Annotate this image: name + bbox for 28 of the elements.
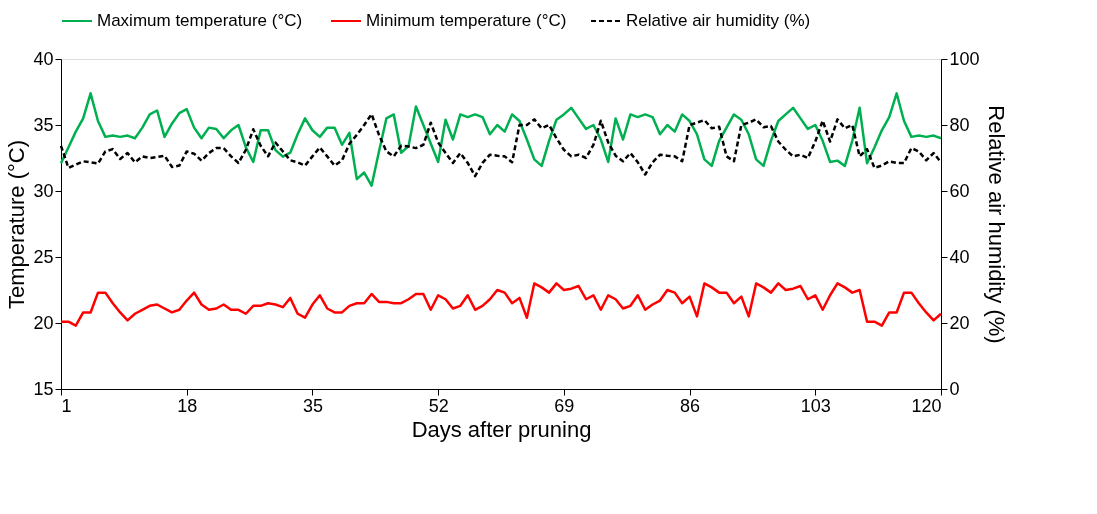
legend-label: Minimum temperature (°C) xyxy=(366,11,567,30)
y-tick-label: 25 xyxy=(33,246,54,267)
y2-tick-label: 40 xyxy=(949,246,970,267)
line-series xyxy=(59,92,943,187)
y2-tick-label: 20 xyxy=(949,312,970,333)
x-tick-label: 1 xyxy=(61,395,72,416)
x-tick-label: 52 xyxy=(428,395,449,416)
x-tick-label: 18 xyxy=(177,395,198,416)
y2-tick-label: 60 xyxy=(949,180,970,201)
y-tick-label: 30 xyxy=(33,180,54,201)
y-tick-label: 20 xyxy=(33,312,54,333)
y-axis-title: Temperature (°C) xyxy=(4,140,30,309)
y2-axis-title: Relative air humidity (%) xyxy=(983,105,1009,344)
x-tick-label: 35 xyxy=(302,395,323,416)
y-tick-label: 35 xyxy=(33,114,54,135)
legend-label: Maximum temperature (°C) xyxy=(97,11,303,30)
x-tick-label: 103 xyxy=(800,395,831,416)
y-tick-label: 40 xyxy=(33,48,54,69)
x-tick-label: 120 xyxy=(911,395,942,416)
x-axis-title: Days after pruning xyxy=(411,416,592,442)
legend-label: Relative air humidity (%) xyxy=(626,11,811,30)
x-tick-label: 86 xyxy=(680,395,701,416)
line-series xyxy=(59,282,943,327)
y2-tick-label: 100 xyxy=(949,48,980,69)
y-tick-label: 15 xyxy=(33,378,54,399)
x-tick-label: 69 xyxy=(554,395,575,416)
y2-tick-label: 80 xyxy=(949,114,970,135)
y2-tick-label: 0 xyxy=(949,378,960,399)
